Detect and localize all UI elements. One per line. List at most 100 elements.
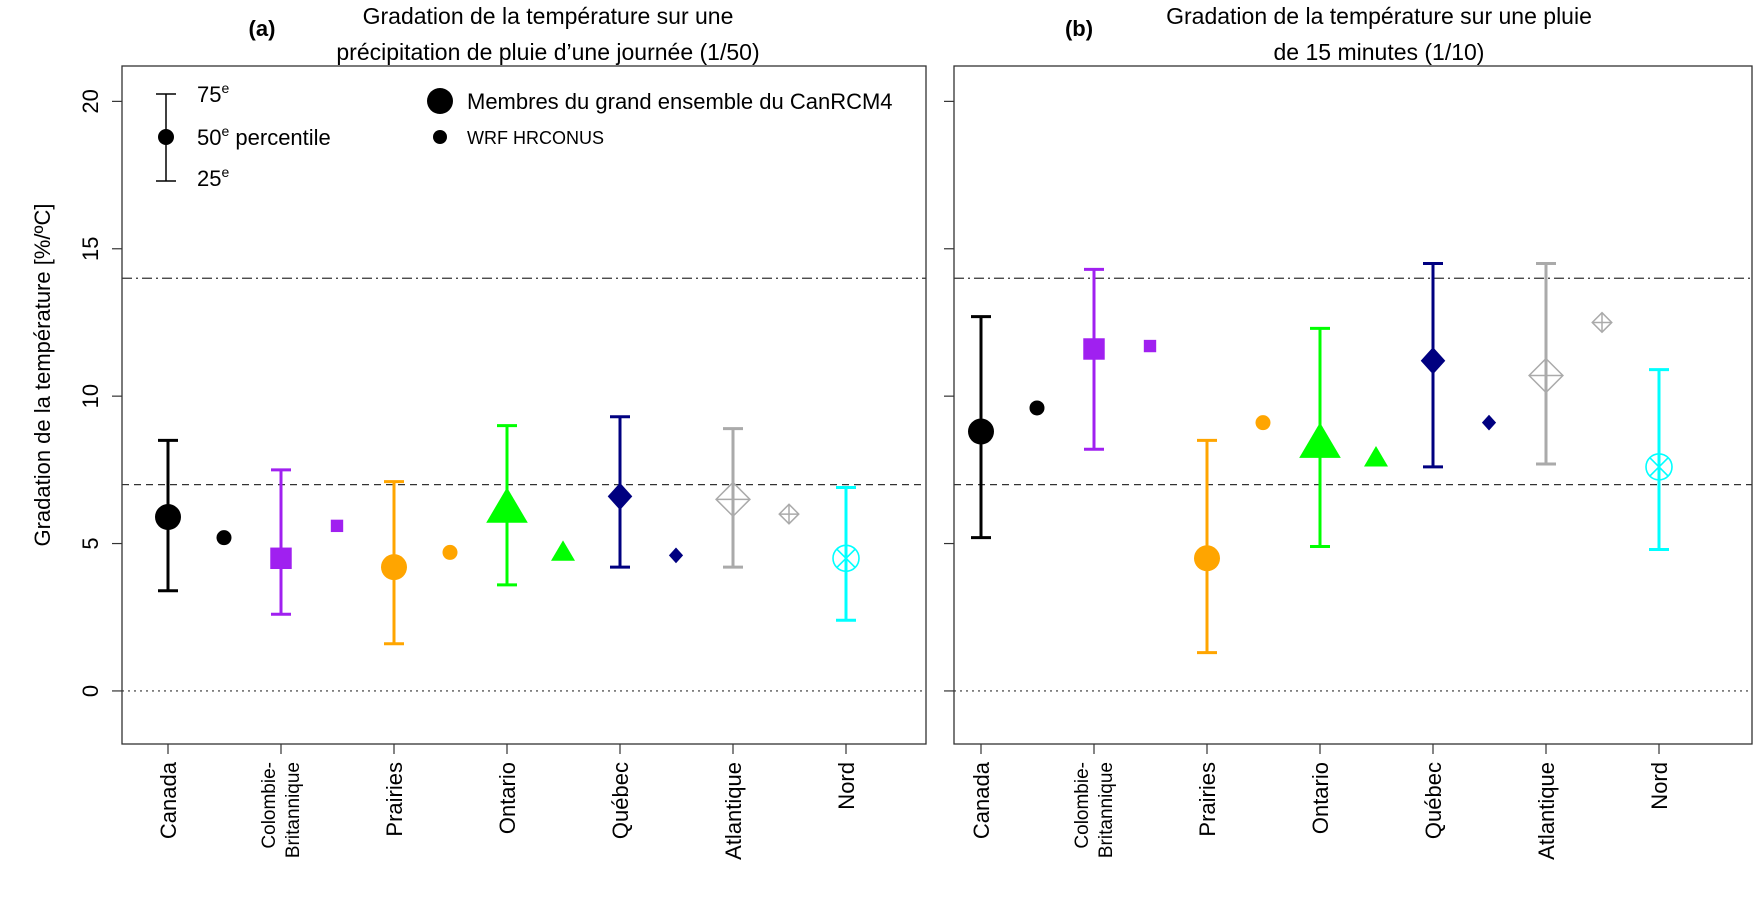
errorbar-atlantique bbox=[1528, 262, 1564, 466]
marker-wrf-bc bbox=[1143, 339, 1157, 353]
category-label-line: Britannique bbox=[1096, 762, 1117, 858]
marker-canrcm4-atlantique bbox=[715, 481, 751, 518]
marker-wrf-ontario bbox=[1364, 446, 1388, 467]
category-label-ontario: Ontario bbox=[495, 762, 520, 834]
marker-canrcm4-nord-diag2 bbox=[836, 548, 856, 569]
legend-p25-value: 25 bbox=[197, 166, 221, 191]
y-tick-label: 10 bbox=[78, 384, 103, 408]
category-label-canada: Canada bbox=[156, 761, 181, 839]
y-tick-label: 5 bbox=[78, 537, 103, 549]
marker-wrf-prairies bbox=[442, 544, 458, 560]
category-label-bc: Colombie- Britannique bbox=[1072, 762, 1117, 858]
marker-canrcm4-nord-ring bbox=[832, 544, 860, 573]
legend-p75-value: 75 bbox=[197, 82, 221, 107]
category-label-atlantique: Atlantique bbox=[721, 762, 746, 860]
category-label-line: Colombie- bbox=[259, 762, 280, 849]
marker-wrf-bc bbox=[330, 519, 344, 533]
marker-wrf-prairies bbox=[1255, 415, 1271, 431]
errorbar-quebec bbox=[607, 415, 633, 569]
legend-large-marker bbox=[427, 88, 453, 114]
category-label: Québec bbox=[1421, 762, 1446, 839]
category-label-prairies: Prairies bbox=[1195, 762, 1220, 837]
errorbar-ontario bbox=[1299, 326, 1341, 548]
category-label: Canada bbox=[156, 761, 181, 839]
panel-b: (b) Gradation de la température sur une p… bbox=[944, 3, 1753, 860]
legend-p25: 25e bbox=[197, 164, 229, 191]
marker-canrcm4-canada bbox=[968, 418, 994, 445]
panel-label: (a) bbox=[249, 16, 276, 41]
marker-wrf-canada bbox=[216, 530, 232, 546]
category-label: Nord bbox=[1647, 762, 1672, 810]
category-label: Nord bbox=[834, 762, 859, 810]
errorbar-nord bbox=[832, 486, 860, 622]
errorbar-canada bbox=[155, 438, 181, 593]
legend-p75: 75e bbox=[197, 80, 229, 107]
marker-canrcm4-quebec bbox=[1420, 347, 1446, 375]
errorbar-quebec bbox=[1420, 262, 1446, 469]
errorbar-prairies bbox=[1194, 438, 1220, 655]
errorbar-bc bbox=[270, 468, 292, 616]
category-label: Québec bbox=[608, 762, 633, 839]
marker-wrf-ontario bbox=[551, 540, 575, 561]
marker-wrf-atlantique bbox=[1591, 311, 1613, 334]
errorbar-canada bbox=[968, 315, 994, 540]
category-label-nord: Nord bbox=[1647, 762, 1672, 810]
errorbar-prairies bbox=[381, 480, 407, 646]
panel-a: (a) Gradation de la température sur une pr… bbox=[78, 3, 927, 860]
category-label: Atlantique bbox=[721, 762, 746, 860]
category-label: Prairies bbox=[382, 762, 407, 837]
legend-p75-superscript: e bbox=[221, 80, 229, 96]
marker-canrcm4-ontario bbox=[486, 487, 528, 523]
category-label-atlantique: Atlantique bbox=[1534, 762, 1559, 860]
legend-p50-superscript: e bbox=[221, 123, 229, 139]
marker-canrcm4-quebec bbox=[607, 482, 633, 511]
marker-canrcm4-nord bbox=[1645, 453, 1673, 481]
legend-median-marker bbox=[158, 129, 174, 145]
plot-frame bbox=[953, 65, 1753, 745]
plot-frame bbox=[121, 65, 927, 745]
category-label-nord: Nord bbox=[834, 762, 859, 810]
marker-wrf-atlantique bbox=[778, 503, 800, 525]
panel-label: (b) bbox=[1065, 16, 1093, 41]
category-label: Atlantique bbox=[1534, 762, 1559, 860]
marker-wrf-quebec bbox=[1481, 414, 1497, 431]
errorbar-atlantique bbox=[715, 427, 751, 569]
marker-canrcm4-atlantique bbox=[1528, 357, 1564, 394]
legend-p50-text: percentile bbox=[229, 125, 331, 150]
errorbar-nord bbox=[1645, 368, 1673, 551]
category-label-line: Britannique bbox=[283, 762, 304, 858]
errorbar-bc bbox=[1083, 267, 1105, 451]
marker-canrcm4-bc bbox=[1083, 338, 1105, 360]
marker-canrcm4-nord-ring bbox=[1645, 453, 1673, 481]
category-label-prairies: Prairies bbox=[382, 762, 407, 837]
legend-p25-superscript: e bbox=[221, 164, 229, 180]
category-label-bc: Colombie- Britannique bbox=[259, 762, 304, 858]
marker-canrcm4-bc bbox=[270, 547, 292, 570]
marker-canrcm4-canada bbox=[155, 504, 181, 531]
legend-p50-value: 50 bbox=[197, 125, 221, 150]
category-label: Canada bbox=[969, 761, 994, 839]
marker-canrcm4-ontario bbox=[1299, 422, 1341, 458]
category-label-quebec: Québec bbox=[1421, 762, 1446, 839]
legend-p50: 50e percentile bbox=[197, 123, 331, 150]
marker-canrcm4-prairies bbox=[381, 554, 407, 581]
marker-wrf-quebec bbox=[668, 547, 684, 564]
category-label-canada: Canada bbox=[969, 761, 994, 839]
errorbar-ontario bbox=[486, 424, 528, 587]
y-tick-label: 15 bbox=[78, 237, 103, 261]
category-label-quebec: Québec bbox=[608, 762, 633, 839]
y-axis-label: Gradation de la température [%/ºC] bbox=[30, 203, 55, 546]
category-label: Ontario bbox=[495, 762, 520, 834]
marker-canrcm4-nord-diag2 bbox=[1649, 456, 1669, 477]
panel-title-line2: précipitation de pluie d’une journée (1/… bbox=[336, 39, 759, 65]
legend-small-marker bbox=[433, 130, 447, 144]
category-label: Prairies bbox=[1195, 762, 1220, 837]
category-label: Ontario bbox=[1308, 762, 1333, 834]
y-tick-label: 20 bbox=[78, 89, 103, 113]
marker-canrcm4-nord bbox=[832, 544, 860, 573]
marker-wrf-canada bbox=[1029, 400, 1045, 416]
category-label-line: Colombie- bbox=[1072, 762, 1093, 849]
y-tick-label: 0 bbox=[78, 685, 103, 697]
